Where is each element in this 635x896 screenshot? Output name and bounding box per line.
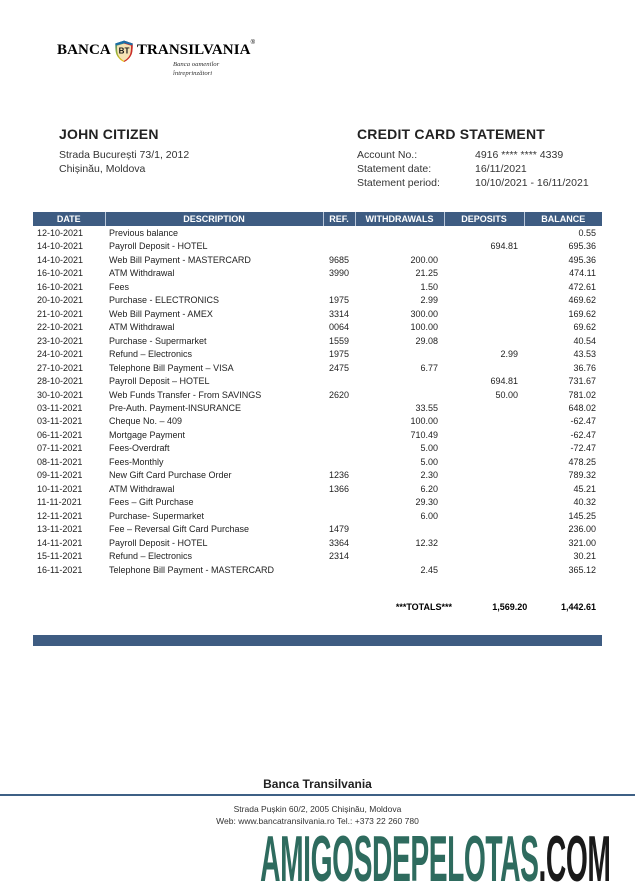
svg-text:BT: BT xyxy=(118,46,129,55)
